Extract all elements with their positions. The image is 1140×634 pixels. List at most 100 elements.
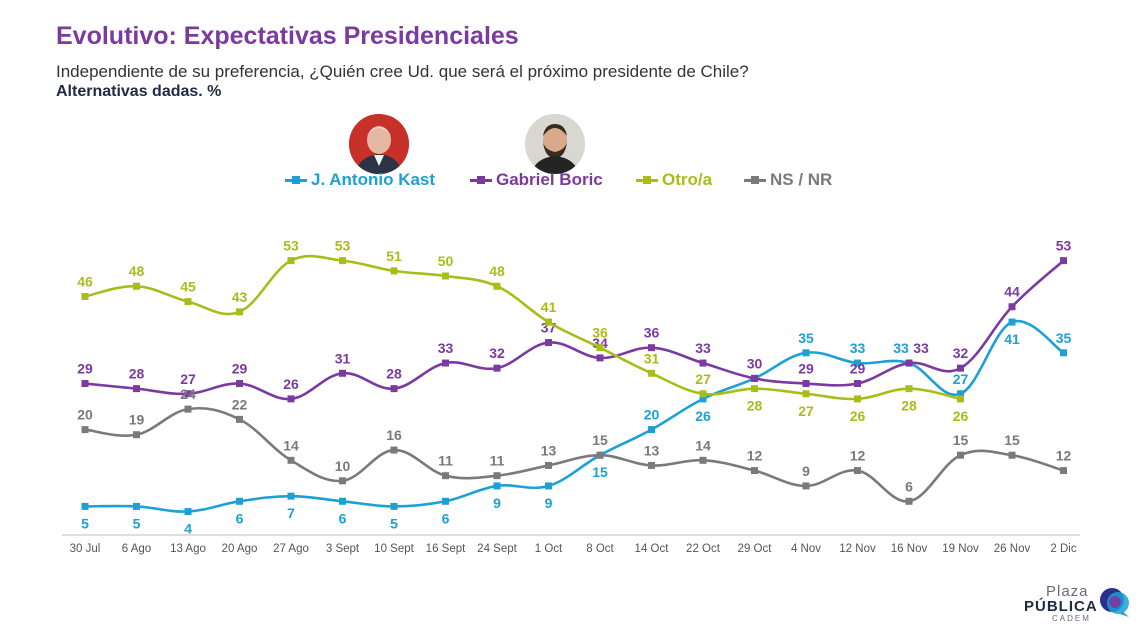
data-point-boric [545, 339, 552, 347]
data-point-nsnr [1060, 467, 1067, 475]
x-tick-label: 30 Jul [70, 543, 101, 555]
data-point-boric [133, 385, 140, 393]
data-label-boric: 30 [747, 355, 763, 371]
chart-title: Evolutivo: Expectativas Presidenciales [56, 22, 519, 50]
data-label-nsnr: 22 [232, 396, 248, 412]
legend-swatch-boric [470, 175, 492, 184]
data-label-boric: 33 [913, 340, 929, 356]
x-tick-label: 4 Nov [791, 543, 821, 555]
data-point-boric [287, 395, 295, 403]
legend-swatch-otro [636, 175, 658, 184]
data-label-kast: 6 [236, 510, 244, 526]
data-point-kast [854, 359, 861, 367]
chart-subtitle: Independiente de su preferencia, ¿Quién … [56, 62, 749, 81]
data-label-boric: 29 [798, 361, 814, 377]
data-point-otro [81, 292, 89, 300]
plaza-publica-logo: Plaza PÚBLICA CADEM [1022, 583, 1134, 623]
series-line-otro [83, 254, 962, 401]
data-point-otro [854, 395, 861, 403]
data-label-kast: 35 [798, 330, 814, 346]
data-label-kast: 20 [644, 407, 660, 423]
data-label-kast: 27 [953, 371, 969, 387]
data-label-kast: 33 [850, 340, 866, 356]
data-point-otro [287, 257, 295, 265]
data-label-nsnr: 20 [77, 407, 93, 423]
legend-label-boric: Gabriel Boric [496, 170, 603, 189]
x-tick-label: 19 Nov [942, 543, 979, 555]
x-tick-label: 10 Sept [374, 543, 414, 555]
data-point-boric [648, 344, 655, 352]
data-point-kast [184, 508, 192, 516]
data-label-boric: 44 [1004, 284, 1020, 300]
data-label-kast: 5 [390, 515, 398, 531]
data-point-nsnr [699, 456, 707, 464]
legend-label-nsnr: NS / NR [770, 170, 833, 189]
x-tick-label: 29 Oct [738, 543, 773, 555]
data-point-boric [81, 380, 89, 388]
data-point-nsnr [802, 482, 810, 490]
data-label-kast: 35 [1056, 330, 1072, 346]
data-point-otro [493, 282, 501, 290]
data-point-kast [287, 492, 295, 500]
data-label-nsnr: 12 [747, 448, 763, 464]
data-label-nsnr: 14 [695, 437, 711, 453]
data-label-otro: 48 [129, 263, 145, 279]
data-point-kast [390, 502, 398, 510]
data-point-nsnr [184, 405, 192, 413]
data-point-otro [133, 282, 140, 290]
legend-label-otro: Otro/a [662, 170, 713, 189]
data-label-nsnr: 11 [438, 453, 453, 469]
x-tick-label: 27 Ago [273, 543, 309, 555]
data-label-boric: 29 [232, 361, 248, 377]
data-label-boric: 29 [850, 361, 866, 377]
data-point-otro [236, 308, 243, 316]
data-label-otro: 51 [386, 248, 402, 264]
x-tick-label: 16 Nov [891, 543, 928, 555]
data-point-nsnr [854, 467, 861, 475]
data-label-nsnr: 15 [1004, 432, 1020, 448]
x-tick-label: 1 Oct [535, 543, 563, 555]
data-point-otro [957, 395, 964, 403]
data-label-boric: 31 [335, 350, 351, 366]
x-tick-label: 12 Nov [839, 543, 876, 555]
data-label-otro: 28 [901, 398, 917, 414]
data-label-otro: 41 [541, 299, 557, 315]
data-point-nsnr [596, 451, 604, 459]
series-line-kast [83, 319, 1065, 513]
data-point-otro [648, 369, 655, 377]
data-label-nsnr: 13 [644, 442, 660, 458]
data-label-otro: 48 [489, 263, 505, 279]
data-label-nsnr: 19 [129, 412, 145, 428]
data-label-otro: 28 [747, 398, 763, 414]
logo-line-3: CADEM [1052, 614, 1091, 623]
data-point-kast [699, 395, 707, 403]
data-label-boric: 27 [180, 371, 196, 387]
data-point-boric [184, 390, 192, 398]
x-tick-label: 14 Oct [635, 543, 670, 555]
chart-note: Alternativas dadas. % [56, 83, 222, 100]
data-point-kast [442, 497, 449, 505]
data-label-nsnr: 12 [850, 448, 866, 464]
data-label-nsnr: 9 [802, 463, 810, 479]
data-label-kast: 9 [545, 495, 553, 511]
data-label-boric: 53 [1056, 238, 1072, 254]
legend-label-kast: J. Antonio Kast [311, 170, 436, 189]
data-point-otro [751, 385, 758, 393]
data-point-boric [1008, 303, 1016, 311]
data-point-kast [648, 426, 655, 434]
data-point-boric [854, 380, 861, 388]
data-point-kast [1008, 318, 1016, 326]
data-point-nsnr [957, 451, 964, 459]
data-point-kast [545, 482, 552, 490]
data-label-kast: 4 [184, 521, 192, 537]
x-tick-label: 16 Sept [426, 543, 466, 555]
data-label-nsnr: 15 [592, 432, 608, 448]
series-line-boric [83, 259, 1065, 401]
data-point-nsnr [287, 456, 295, 464]
data-label-boric: 32 [489, 345, 505, 361]
data-label-boric: 32 [953, 345, 969, 361]
data-label-boric: 28 [386, 366, 402, 382]
data-point-otro [905, 385, 913, 393]
data-point-kast [133, 502, 140, 510]
